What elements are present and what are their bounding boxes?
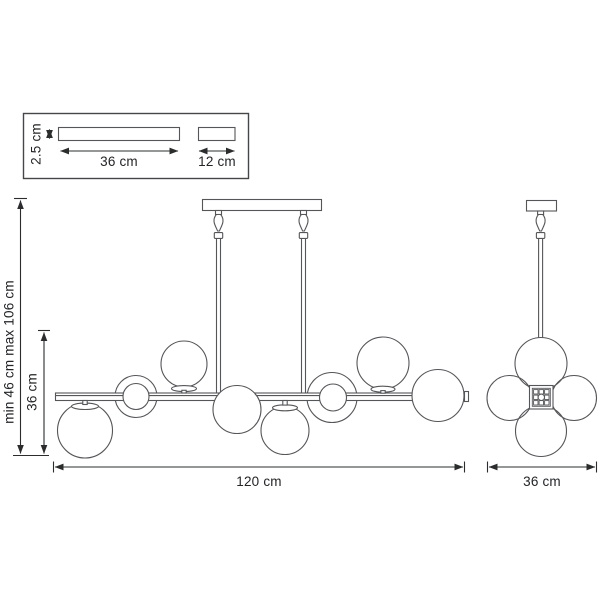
detail-box-border	[22, 112, 250, 180]
globe-center-front	[212, 384, 262, 435]
suspension-left	[213, 209, 224, 394]
side-width-label: 36 cm	[523, 474, 561, 489]
globe	[56, 402, 114, 459]
body-height-label: 36 cm	[25, 373, 40, 411]
junction-fretwork-pattern	[533, 389, 550, 406]
globe-below-center-assembly	[260, 399, 310, 456]
bar-end-cap	[463, 390, 470, 403]
width-dimension-front: 120 cm	[52, 461, 466, 489]
small-plate-width-label: 12 cm	[198, 154, 236, 169]
finial	[298, 213, 309, 232]
globe-stem	[82, 399, 88, 406]
center-junction-box	[528, 384, 554, 410]
overall-height-label: min 46 cm max 106 cm	[2, 280, 17, 424]
junction-outer-square	[528, 384, 554, 410]
globe-right-end	[411, 368, 465, 423]
horizontal-bar	[54, 392, 466, 402]
suspension-right	[298, 209, 309, 394]
plate-width-label: 36 cm	[100, 154, 138, 169]
finial-knob	[298, 232, 309, 239]
finial	[213, 213, 224, 232]
junction-inner-square	[531, 387, 551, 407]
finial	[535, 213, 546, 232]
globe-above-right-assembly	[356, 336, 410, 394]
globe-above-left-assembly	[160, 340, 208, 394]
globe-stem	[282, 399, 288, 406]
front-view	[54, 198, 470, 459]
junction-center-circle	[537, 393, 545, 401]
ceiling-canopy-side	[525, 199, 558, 212]
globe-holder-cup	[271, 404, 299, 412]
height-dimensions: min 46 cm max 106 cm 36 cm	[2, 197, 50, 457]
canopy-plate-top-view	[57, 126, 181, 142]
width-dimension-side: 36 cm	[486, 461, 598, 489]
globe-left	[486, 374, 533, 422]
globe-below-left-assembly	[56, 399, 114, 459]
globe-stem	[380, 390, 386, 394]
plate-height-label: 2.5 cm	[29, 123, 44, 165]
canopy-connector	[214, 209, 223, 216]
canopy-connector	[299, 209, 308, 216]
small-canopy-plate-top-view	[197, 126, 236, 142]
side-view	[486, 199, 598, 458]
finial-knob	[213, 232, 224, 239]
globe-front-small-left	[122, 382, 150, 411]
globe	[356, 336, 410, 390]
canopy-detail-box: 2.5 cm 36 cm 12 cm	[22, 112, 250, 180]
front-width-label: 120 cm	[236, 474, 281, 489]
globe	[260, 405, 310, 456]
globe	[160, 340, 208, 388]
ceiling-canopy	[201, 198, 323, 212]
globe-bottom	[514, 404, 568, 458]
globe-front-small-right	[318, 383, 348, 412]
globe-stem	[181, 389, 187, 394]
globe-right	[550, 374, 598, 422]
finial-knob	[535, 232, 546, 239]
